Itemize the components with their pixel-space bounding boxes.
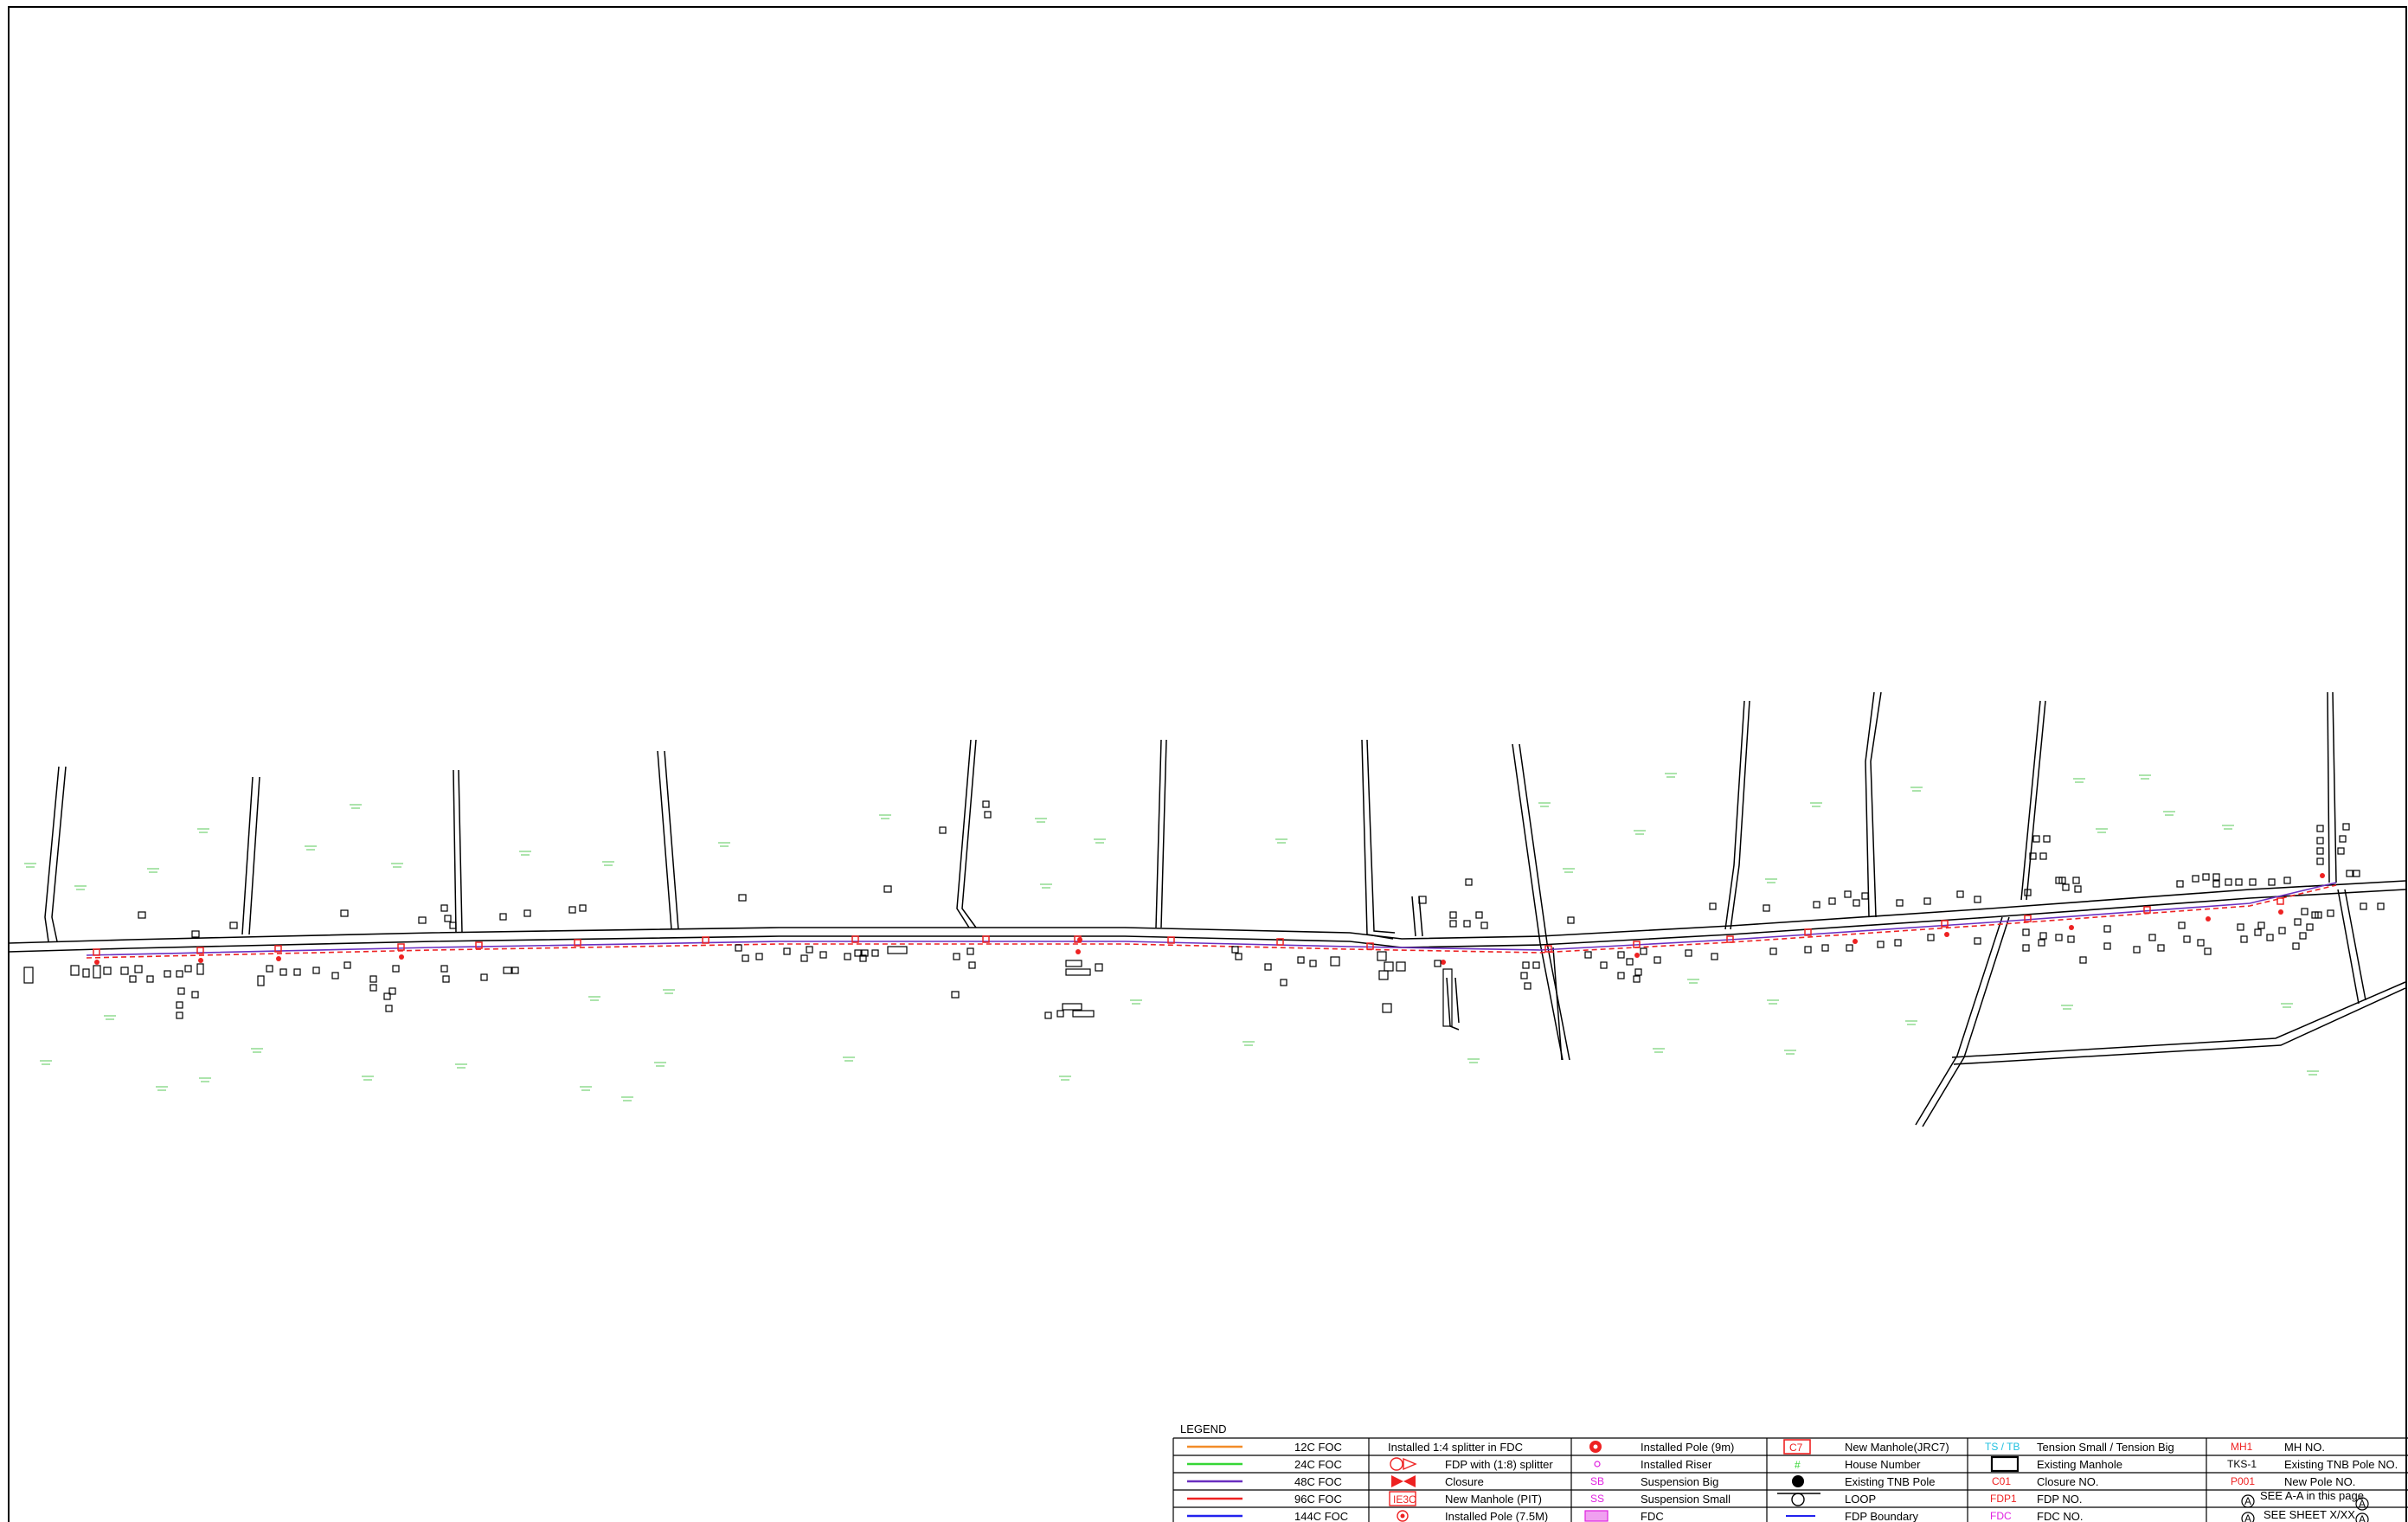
- pole-9m-icon: [1589, 1441, 1602, 1453]
- tnb-pole-no-code: TKS-1: [2227, 1458, 2257, 1470]
- see-sheet-code-left: A: [2244, 1512, 2251, 1522]
- existing-manhole-label: Existing Manhole: [2037, 1458, 2122, 1471]
- loop-icon: [1777, 1493, 1820, 1506]
- legend-title: LEGEND: [1180, 1422, 1226, 1435]
- closure-markers: [94, 873, 2325, 965]
- manhole-jrc7-icon: [1783, 1439, 1811, 1455]
- cable-12c-label: 12C FOC: [1294, 1441, 1342, 1454]
- see-sheet-code-right: A: [2359, 1513, 2366, 1522]
- section-a-a-code-left: A: [2244, 1495, 2251, 1507]
- legend-col-2: Installed 1:4 splitter in FDC FDP with (…: [1388, 1441, 1553, 1522]
- mh-no-label: MH NO.: [2284, 1441, 2325, 1454]
- main-road: [8, 880, 2406, 953]
- cable-144c-label: 144C FOC: [1294, 1510, 1348, 1522]
- foc-cable: [86, 882, 2337, 959]
- see-sheet-icon: A A: [2241, 1512, 2369, 1522]
- legend-col-5: TS / TB Tension Small / Tension Big Exis…: [1985, 1441, 2174, 1522]
- suspension-small-label: Suspension Small: [1641, 1493, 1731, 1506]
- pole-9m-label: Installed Pole (9m): [1641, 1441, 1734, 1454]
- house-number-code: #: [1795, 1459, 1801, 1471]
- existing-manhole-icon: [1990, 1455, 2020, 1473]
- fdp-splitter-label: FDP with (1:8) splitter: [1445, 1458, 1553, 1471]
- cable-48c-label: 48C FOC: [1294, 1475, 1342, 1488]
- section-a-a-label: SEE A-A in this page: [2260, 1489, 2364, 1502]
- sheet-border: [8, 6, 2407, 1522]
- tnb-pole-no-label: Existing TNB Pole NO.: [2284, 1458, 2398, 1471]
- fdc-label: FDC: [1641, 1510, 1664, 1522]
- new-pole-no-label: New Pole NO.: [2284, 1475, 2355, 1488]
- side-roads: [44, 691, 2406, 1127]
- fdp-no-label: FDP NO.: [2037, 1493, 2083, 1506]
- manhole-pit-label: New Manhole (PIT): [1445, 1493, 1542, 1506]
- suspension-small-code: SS: [1590, 1493, 1604, 1505]
- legend-col-6: MH1 MH NO. TKS-1 Existing TNB Pole NO. P…: [2227, 1441, 2398, 1522]
- pole-7-5m-icon: [1397, 1510, 1409, 1522]
- section-a-a-icon: A A: [2241, 1494, 2369, 1511]
- fdc-icon: [1584, 1510, 1609, 1522]
- legend-col-3: Installed Pole (9m) Installed Riser SB S…: [1584, 1441, 1734, 1522]
- cable-96c-label: 96C FOC: [1294, 1493, 1342, 1506]
- suspension-big-code: SB: [1590, 1475, 1604, 1487]
- riser-label: Installed Riser: [1641, 1458, 1712, 1471]
- manhole-jrc7-code: C7: [1789, 1442, 1803, 1454]
- legend-col-cables: 12C FOC 24C FOC 48C FOC 96C FOC 144C FOC: [1187, 1441, 1348, 1522]
- suspension-big-label: Suspension Big: [1641, 1475, 1718, 1488]
- fdp-splitter-icon: [1390, 1457, 1417, 1471]
- fdp-no-code: FDP1: [1990, 1493, 2017, 1505]
- loop-label: LOOP: [1845, 1493, 1876, 1506]
- cable-24c-label: 24C FOC: [1294, 1458, 1342, 1471]
- legend-col-4: C7 New Manhole(JRC7) # House Number Exis…: [1777, 1439, 1949, 1522]
- see-sheet-label: SEE SHEET X/XX: [2264, 1508, 2355, 1521]
- riser-icon: [1594, 1461, 1601, 1467]
- tnb-pole-label: Existing TNB Pole: [1845, 1475, 1936, 1488]
- legend-grid: [1172, 1437, 2408, 1522]
- tension-label: Tension Small / Tension Big: [2037, 1441, 2174, 1454]
- fdc-no-label: FDC NO.: [2037, 1510, 2083, 1522]
- section-a-a-code-right: A: [2359, 1498, 2366, 1510]
- tension-code: TS / TB: [1985, 1441, 2020, 1453]
- closure-no-code: C01: [1992, 1475, 2011, 1487]
- vegetation-marks: [24, 773, 2319, 1101]
- mh-no-code: MH1: [2231, 1441, 2253, 1453]
- manhole-pit-icon: [1389, 1491, 1416, 1506]
- closure-no-label: Closure NO.: [2037, 1475, 2099, 1488]
- tnb-pole-icon: [1792, 1475, 1804, 1487]
- closure-label: Closure: [1445, 1475, 1484, 1488]
- legend: LEGEND 12C FOC 24C FOC 48C FOC 96C FOC: [1172, 1422, 2408, 1522]
- manhole-jrc7-label: New Manhole(JRC7): [1845, 1441, 1949, 1454]
- closure-icon: [1391, 1475, 1416, 1487]
- manhole-pit-code: IE3C: [1393, 1493, 1416, 1506]
- pole-7-5m-label: Installed Pole (7.5M): [1445, 1510, 1548, 1522]
- new-pole-no-code: P001: [2231, 1475, 2255, 1487]
- fdc-no-code: FDC: [1990, 1510, 2012, 1522]
- house-number-label: House Number: [1845, 1458, 1921, 1471]
- house-blocks: [23, 800, 2385, 1027]
- splitter-1-4-label: Installed 1:4 splitter in FDC: [1388, 1441, 1523, 1454]
- fdp-boundary-label: FDP Boundary: [1845, 1510, 1919, 1522]
